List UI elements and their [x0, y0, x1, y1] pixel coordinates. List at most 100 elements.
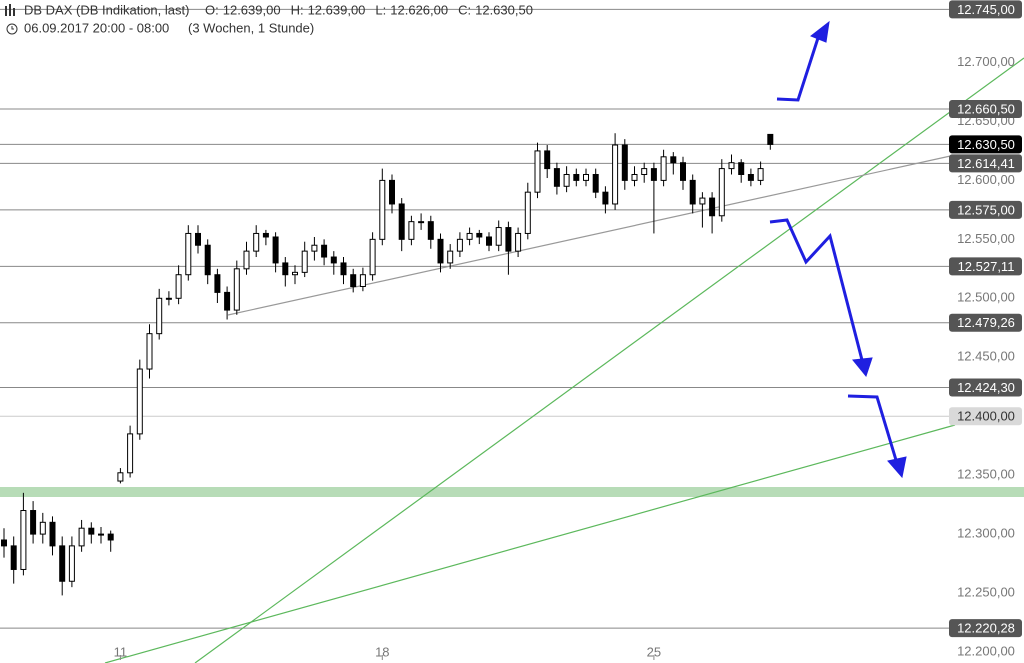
ohlc-value: 12.626,00	[390, 2, 448, 17]
candle-body	[621, 144, 628, 181]
y-tick-label: 12.600,00	[957, 172, 1015, 187]
candle-body	[534, 150, 541, 193]
subtitle: 06.09.2017 20:00 - 08:00	[24, 20, 169, 35]
candle-body	[30, 510, 37, 535]
candle-body	[486, 236, 492, 246]
icon	[5, 6, 7, 16]
x-tick-label: 25	[647, 644, 661, 659]
title: DB DAX (DB Indikation, last)	[24, 2, 189, 17]
level-label: 12.630,50	[957, 137, 1015, 152]
candle-body	[88, 527, 95, 535]
icon	[13, 8, 15, 16]
ohlc-label: C:	[458, 2, 471, 17]
candle-body	[98, 533, 104, 536]
candle-body	[20, 510, 27, 570]
candle-body	[437, 238, 444, 264]
candle-body	[466, 232, 473, 240]
y-tick-label: 12.450,00	[957, 349, 1015, 364]
level-tag	[949, 135, 1022, 154]
candle-body	[738, 162, 745, 175]
ohlc-label: L:	[375, 2, 386, 17]
candle-body	[524, 191, 531, 234]
candle-body	[59, 545, 66, 582]
candle-body	[456, 238, 463, 252]
y-tick-label: 12.200,00	[957, 643, 1015, 658]
clock-icon	[11, 26, 14, 30]
candle-body	[282, 262, 289, 276]
candle-body	[292, 271, 298, 276]
axis: 12.200,00 12.250,00 12.300,00 12.350,00 12.4…	[114, 0, 1022, 660]
candle-body	[175, 274, 182, 299]
candle-body	[553, 168, 560, 187]
period: (3 Wochen, 1 Stunde)	[188, 20, 314, 35]
candle-body	[389, 179, 395, 205]
candle-body	[709, 197, 716, 217]
candle-body	[641, 168, 648, 175]
candle-body	[224, 291, 231, 311]
candle-body	[39, 521, 46, 535]
level-tag	[949, 100, 1022, 119]
candle-body	[747, 173, 754, 181]
trend-line	[227, 154, 956, 316]
candle-body	[253, 232, 260, 252]
level-label: 12.745,00	[957, 2, 1015, 17]
candle-body	[195, 232, 201, 246]
candle-body	[592, 173, 599, 193]
arrow	[776, 37, 820, 102]
level-tag	[949, 378, 1022, 397]
y-tick-label: 12.700,00	[957, 54, 1015, 69]
arrow	[769, 218, 864, 361]
candle-body	[10, 545, 17, 570]
candle-body	[233, 268, 240, 311]
candle-body	[350, 274, 357, 288]
candle-body	[204, 244, 211, 276]
level-tag	[949, 154, 1022, 173]
candle-body	[146, 333, 153, 370]
level-label: 12.479,26	[957, 315, 1015, 330]
candle-body	[418, 221, 425, 224]
level-tag	[949, 619, 1022, 638]
ohlc-value: 12.639,00	[308, 2, 366, 17]
level-tag	[949, 257, 1022, 276]
arrows	[769, 20, 907, 479]
candle-body	[379, 179, 386, 240]
arrowhead	[887, 456, 907, 479]
candle-body	[214, 274, 221, 293]
arrowhead	[852, 357, 873, 378]
candle-body	[631, 173, 638, 181]
ohlc-value: 12.639,00	[223, 2, 281, 17]
candle-body	[515, 232, 522, 252]
icon	[9, 4, 11, 16]
y-tick-label: 12.250,00	[957, 584, 1015, 599]
level-tag	[949, 407, 1022, 426]
candle-body	[670, 156, 677, 164]
candle-body	[330, 256, 337, 264]
level-label: 12.527,11	[958, 259, 1015, 274]
level-label: 12.575,00	[957, 202, 1015, 217]
candle-body	[699, 197, 706, 205]
candle-body	[689, 179, 696, 205]
level-label: 12.614,41	[957, 156, 1015, 171]
candle-body	[262, 232, 269, 238]
candle-body	[340, 262, 347, 276]
header: DB DAX (DB Indikation, last) 06.09.2017 …	[5, 2, 533, 35]
candle-body	[602, 191, 609, 205]
candle-body	[544, 150, 551, 170]
y-tick-label: 12.500,00	[957, 290, 1015, 305]
arrowhead	[810, 20, 830, 43]
candle-body	[68, 545, 75, 582]
level-label: 12.400,00	[957, 409, 1015, 424]
candle-body	[505, 227, 512, 252]
candle-body	[612, 144, 619, 205]
candle-body	[185, 232, 192, 276]
trend-line	[194, 57, 1024, 663]
candle-body	[476, 232, 483, 238]
candle-body	[136, 368, 143, 435]
candle-body	[165, 297, 172, 300]
candle-body	[107, 533, 114, 541]
candle-body	[243, 250, 250, 270]
candle-body	[301, 250, 308, 273]
trend-line	[104, 424, 956, 663]
candle-body	[359, 274, 366, 288]
